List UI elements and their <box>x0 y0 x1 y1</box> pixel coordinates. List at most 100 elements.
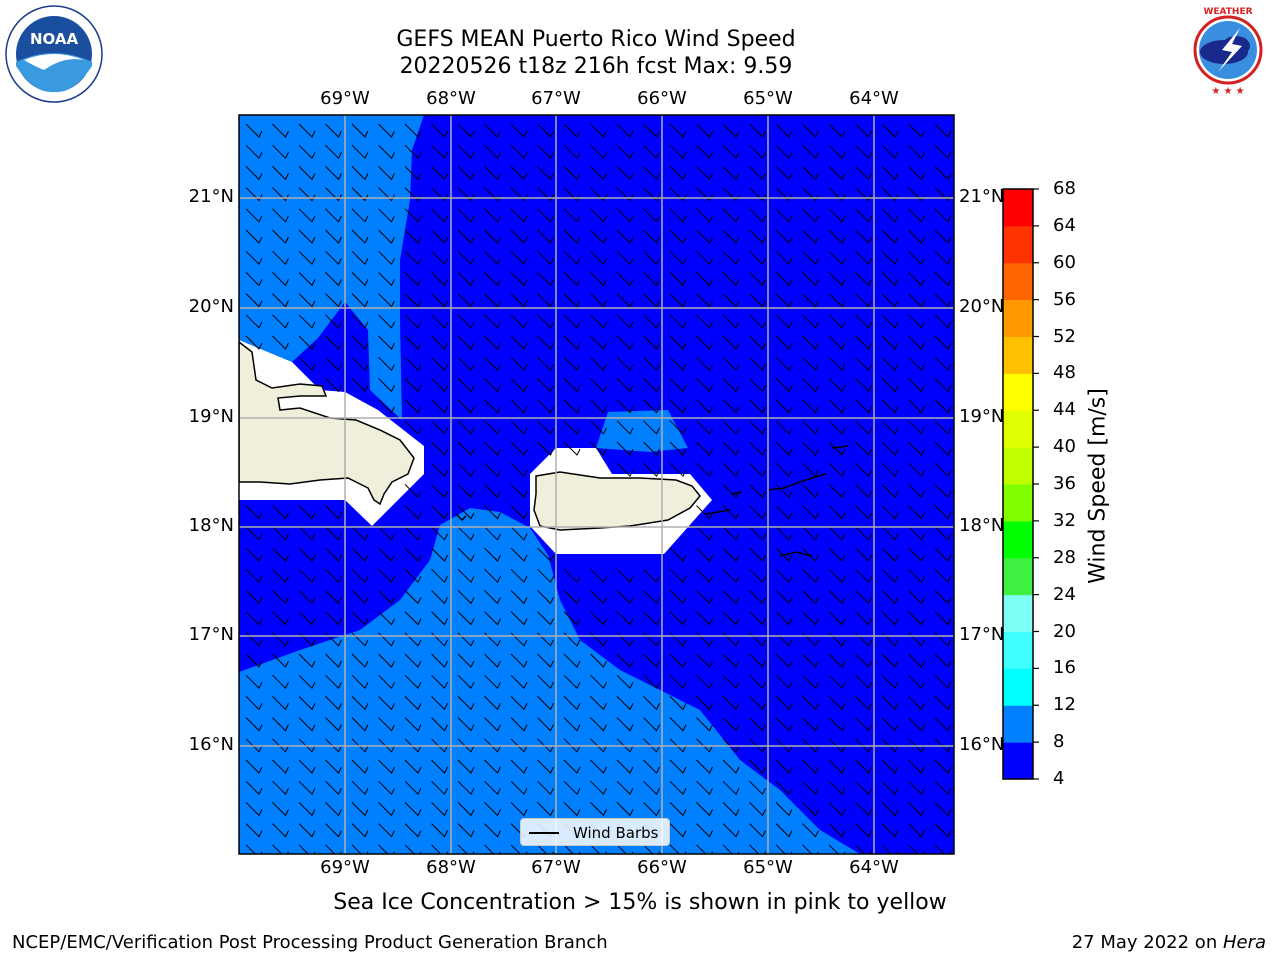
wind-barb <box>510 696 528 711</box>
wind-barb <box>245 166 263 181</box>
wind-barb <box>245 759 263 774</box>
wind-barb <box>537 335 554 350</box>
colorbar-tick-label: 16 <box>1053 657 1076 679</box>
wind-barb <box>643 441 660 456</box>
wind-barb <box>855 314 872 329</box>
wind-barb <box>643 335 660 350</box>
wind-barb <box>908 526 925 541</box>
wind-barb <box>696 674 713 690</box>
wind-barb <box>616 335 634 350</box>
wind-barb <box>510 590 528 605</box>
lon-label-bottom: 65°W <box>743 857 793 878</box>
colorbar-segment <box>1003 742 1033 780</box>
wind-barb <box>775 144 793 160</box>
wind-barb <box>934 738 952 753</box>
wind-barb <box>404 780 422 796</box>
wind-barb <box>643 717 660 732</box>
wind-barb <box>696 356 713 372</box>
wind-barb <box>510 356 528 372</box>
wind-barb <box>351 208 369 223</box>
wind-barb <box>934 420 952 435</box>
wind-barb <box>484 759 501 774</box>
wind-barb <box>855 611 872 626</box>
wind-barb <box>537 780 554 796</box>
wind-barb <box>855 780 872 796</box>
wind-barb <box>404 229 422 244</box>
wind-barb <box>696 208 713 223</box>
lon-label-top: 68°W <box>426 88 476 109</box>
wind-barb <box>669 547 687 562</box>
wind-barb <box>457 399 475 414</box>
wind-barb <box>537 717 554 732</box>
lat-label-right: 17°N <box>959 624 1005 645</box>
colorbar-segment <box>1003 520 1033 559</box>
wind-barb <box>351 250 369 266</box>
lat-label-right: 20°N <box>959 296 1005 317</box>
wind-barb <box>404 123 422 138</box>
wind-barb <box>855 823 872 838</box>
wind-barb <box>245 717 263 732</box>
wind-barb <box>272 696 289 711</box>
wind-barb <box>484 441 501 456</box>
wind-barb <box>722 335 740 350</box>
wind-barb <box>802 484 819 499</box>
wind-barb <box>908 696 925 711</box>
wind-barb <box>378 632 395 647</box>
wind-barb <box>616 674 634 690</box>
colorbar-segment <box>1003 594 1033 632</box>
wind-barb <box>484 653 501 668</box>
wind-barb <box>881 759 899 774</box>
wind-barb <box>934 187 952 202</box>
wind-barb <box>404 166 422 181</box>
wind-barb <box>908 441 925 456</box>
wind-barb <box>696 547 713 562</box>
wind-barb <box>908 399 925 414</box>
wind-barb <box>669 144 687 160</box>
wind-barb <box>643 144 660 160</box>
wind-barb <box>802 441 819 456</box>
lat-label-right: 21°N <box>959 186 1005 207</box>
wind-barb <box>537 568 554 584</box>
wind-barb <box>616 123 634 138</box>
wind-barb <box>749 229 766 244</box>
wind-barb <box>722 674 740 690</box>
colorbar-tick-label: 24 <box>1053 583 1076 605</box>
colorbar-segment <box>1003 631 1033 669</box>
wind-barb <box>722 441 740 456</box>
wind-barb <box>881 272 899 287</box>
wind-barb <box>245 293 263 308</box>
wind-barb <box>669 717 687 732</box>
wind-barb <box>245 738 263 753</box>
wind-barb <box>590 738 607 753</box>
wind-barb <box>669 696 687 711</box>
colorbar-tick-label: 40 <box>1053 436 1076 458</box>
wind-barb <box>908 738 925 753</box>
wind-barb <box>855 484 872 499</box>
wind-barb <box>431 674 448 690</box>
wind-barb <box>855 144 872 160</box>
wind-barb <box>325 229 342 244</box>
wind-barb <box>537 738 554 753</box>
wind-barb <box>775 717 793 732</box>
wind-barb <box>590 568 607 584</box>
wind-barb <box>802 653 819 668</box>
wind-barb <box>272 314 289 329</box>
wind-barb <box>855 526 872 541</box>
wind-barb <box>749 272 766 287</box>
wind-barb <box>510 611 528 626</box>
wind-barb <box>510 632 528 647</box>
wind-barb <box>537 399 554 414</box>
wind-barb <box>378 653 395 668</box>
lon-label-bottom: 66°W <box>637 857 687 878</box>
wind-barb <box>590 123 607 138</box>
wind-barb <box>775 208 793 223</box>
wind-barb <box>775 293 793 308</box>
wind-barb <box>643 568 660 584</box>
wind-barb <box>934 674 952 690</box>
wind-barb <box>431 272 448 287</box>
wind-barb <box>510 123 528 138</box>
wind-barb <box>722 802 740 817</box>
wind-barb <box>934 229 952 244</box>
colorbar-tick-label: 44 <box>1053 399 1076 421</box>
wind-barb <box>537 144 554 160</box>
